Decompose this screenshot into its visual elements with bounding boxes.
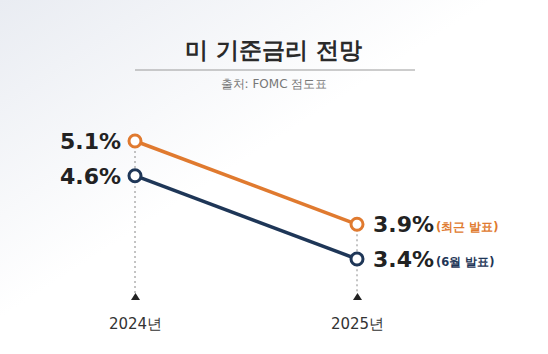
series-line <box>135 176 357 259</box>
x-tick-label: 2024년 <box>109 315 162 333</box>
chart: 미 기준금리 전망출처: FOMC 점도표2024년2025년5.1%3.9%(… <box>0 0 548 354</box>
plot-area <box>129 135 363 265</box>
title: 미 기준금리 전망 <box>185 37 362 63</box>
background <box>0 0 548 354</box>
title-rule <box>135 70 415 71</box>
drop-line <box>135 141 136 294</box>
series-marker <box>351 218 363 230</box>
series-marker <box>351 253 363 265</box>
subtitle: 출처: FOMC 점도표 <box>221 77 328 91</box>
x-tick-marker <box>353 293 362 300</box>
series-name: (6월 발표) <box>436 255 495 269</box>
data-label: 3.9% <box>373 212 434 237</box>
x-tick-label: 2025년 <box>331 315 384 333</box>
data-label: 4.6% <box>60 164 121 189</box>
data-label: 5.1% <box>60 129 121 154</box>
x-axis: 2024년 2025년 <box>109 293 384 333</box>
x-axis-line <box>136 300 358 301</box>
series-marker <box>129 170 141 182</box>
series-name: (최근 발표) <box>436 220 499 234</box>
x-tick: 2025년 <box>331 293 384 333</box>
x-tick-marker <box>131 293 140 300</box>
series-line <box>135 141 357 224</box>
series-marker <box>129 135 141 147</box>
x-tick: 2024년 <box>109 293 162 333</box>
data-label: 3.4% <box>373 247 434 272</box>
